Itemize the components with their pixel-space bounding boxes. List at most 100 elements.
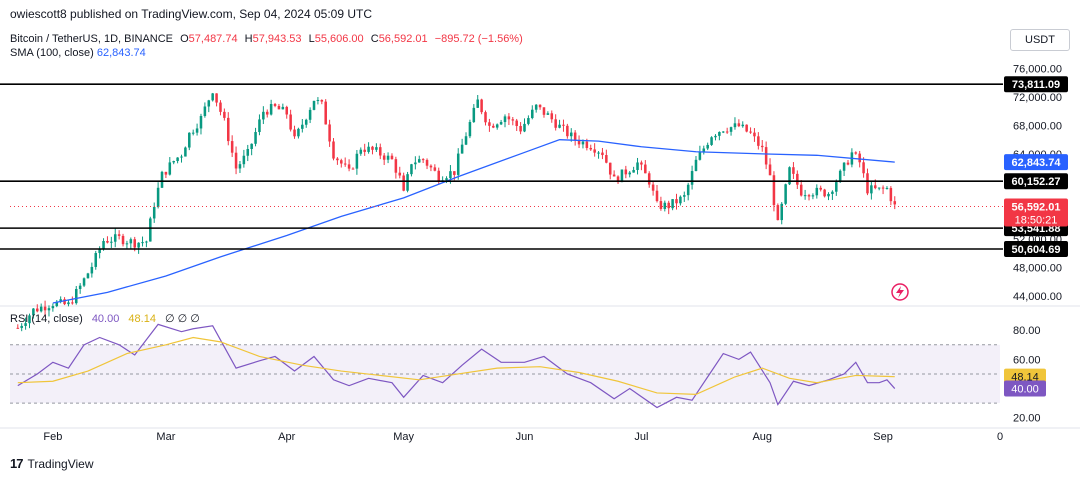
candle <box>219 102 222 112</box>
candle <box>320 99 324 102</box>
candle <box>242 155 246 165</box>
candle <box>293 129 296 137</box>
candle <box>874 185 877 189</box>
candle <box>246 148 250 156</box>
candle <box>437 170 441 182</box>
change-value: −895.72 (−1.56%) <box>434 33 523 45</box>
candle <box>184 147 187 157</box>
price-tick-label: 44,000.00 <box>1013 291 1062 303</box>
candle <box>39 306 43 312</box>
candle <box>203 106 207 116</box>
level-label-bg <box>1004 240 1068 257</box>
price-tick-label: 76,000.00 <box>1013 64 1062 76</box>
lightning-icon-bolt <box>896 286 904 298</box>
candle <box>799 184 803 196</box>
high-label: H <box>244 33 253 45</box>
candle <box>78 285 82 290</box>
candle <box>433 167 437 171</box>
candle <box>191 132 195 134</box>
candle <box>402 175 405 191</box>
low-value: 55,606.00 <box>314 33 364 45</box>
candle <box>472 107 476 123</box>
candles-group <box>16 92 897 332</box>
candle <box>585 141 589 148</box>
candle <box>651 184 655 191</box>
price-tick-label: 68,000.00 <box>1013 120 1062 132</box>
candle <box>659 201 663 209</box>
candle <box>819 187 822 190</box>
candle <box>558 124 561 128</box>
date-tick-label: Apr <box>278 431 295 443</box>
currency-button[interactable]: USDT <box>1010 29 1070 51</box>
candle <box>823 189 826 197</box>
sma-label: SMA (100, close) <box>10 47 94 59</box>
symbol-legend: Bitcoin / TetherUS, 1D, BINANCE O57,487.… <box>10 33 523 45</box>
date-tick-label: May <box>393 431 414 443</box>
candle <box>176 157 179 162</box>
candle <box>877 187 881 189</box>
candle <box>277 105 281 110</box>
candle <box>815 187 819 196</box>
candle <box>355 153 359 169</box>
candle <box>227 117 230 142</box>
candle <box>74 289 78 304</box>
candle <box>379 147 382 156</box>
symbol-name: Bitcoin / TetherUS, 1D, BINANCE <box>10 33 174 45</box>
rsi-value: 40.00 <box>91 313 120 325</box>
candle <box>597 152 600 154</box>
candle <box>807 195 811 197</box>
tradingview-footer[interactable]: 17 TradingView <box>10 456 94 471</box>
candle <box>386 155 390 160</box>
candle <box>772 175 776 206</box>
candle <box>741 124 745 127</box>
candle <box>562 124 565 126</box>
candle <box>733 123 737 128</box>
candle <box>737 123 741 127</box>
candle <box>460 144 464 154</box>
candle <box>593 149 596 153</box>
level-label: 73,811.09 <box>1012 79 1060 91</box>
candle <box>137 242 140 248</box>
candle <box>531 109 534 119</box>
date-tick-label: Sep <box>873 431 893 443</box>
candle <box>375 147 378 150</box>
candle <box>273 104 277 106</box>
candle <box>316 99 320 101</box>
candle <box>250 143 253 149</box>
candle <box>519 125 522 132</box>
candle <box>854 152 858 154</box>
candle <box>351 168 355 170</box>
candle <box>16 327 20 329</box>
candle <box>546 113 550 115</box>
candle <box>698 152 702 160</box>
candle <box>359 149 363 154</box>
candle <box>199 115 203 129</box>
candle <box>172 161 175 163</box>
candle <box>110 241 113 243</box>
candle <box>164 171 168 175</box>
close-label: C <box>370 33 379 45</box>
last-price-bg <box>1004 198 1068 227</box>
candle <box>71 302 74 304</box>
level-label: 50,604.69 <box>1012 244 1061 256</box>
candle <box>776 205 780 221</box>
candle <box>554 119 557 128</box>
candle <box>612 174 616 177</box>
candle <box>336 158 339 161</box>
candle <box>188 132 191 148</box>
candle <box>47 308 51 311</box>
candle <box>36 308 39 312</box>
candle <box>858 153 861 163</box>
candle <box>211 93 214 101</box>
candle <box>421 159 425 161</box>
candle <box>285 106 288 115</box>
candle <box>542 107 546 115</box>
date-tick-label: Mar <box>156 431 175 443</box>
candle <box>573 132 577 141</box>
candle <box>262 111 265 120</box>
candle <box>125 243 129 245</box>
candle <box>706 144 709 149</box>
candle <box>152 207 156 219</box>
candle <box>718 132 721 136</box>
